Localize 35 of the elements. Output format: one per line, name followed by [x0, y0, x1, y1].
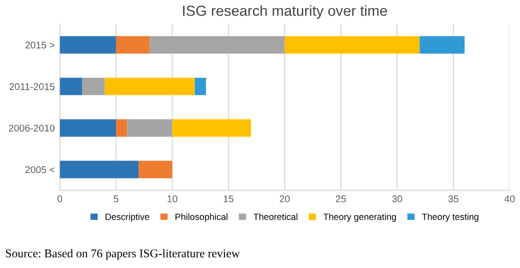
- bar: [172, 119, 251, 137]
- y-tick-label: 2011-2015: [10, 83, 55, 90]
- x-tick-label: 5: [114, 196, 118, 202]
- bar: [116, 119, 128, 137]
- x-tick-label: 0: [57, 195, 62, 202]
- bar: [104, 78, 195, 96]
- y-tick-label: 2006-2010: [8, 124, 55, 132]
- bar: [60, 160, 139, 178]
- y-tick-label: 2015 >: [25, 42, 54, 49]
- bar: [420, 36, 465, 54]
- x-tick-label: 15: [224, 196, 234, 202]
- bar: [60, 78, 82, 96]
- legend-label: Theory testing: [422, 213, 478, 222]
- x-tick-label: 10: [168, 195, 178, 202]
- x-tick-label: 40: [504, 195, 515, 202]
- x-tick-label: 35: [448, 195, 458, 202]
- bar: [116, 36, 150, 54]
- chart-title: ISG research maturity over time: [183, 5, 387, 19]
- x-tick-label: 20: [280, 195, 290, 202]
- bar: [138, 160, 172, 178]
- legend-label: Descriptive: [106, 213, 150, 222]
- legend-label: Theoretical: [253, 213, 298, 220]
- bar: [150, 36, 285, 54]
- bar: [194, 78, 206, 96]
- bar: [284, 36, 420, 54]
- x-tick-label: 25: [336, 195, 346, 202]
- bar: [82, 78, 105, 96]
- source-note: Source: Based on 76 papers ISG-literature review: [6, 249, 240, 260]
- legend-label: Theory generating: [323, 213, 396, 222]
- bar: [127, 119, 172, 137]
- x-tick-label: 30: [392, 195, 402, 202]
- y-tick-label: 2005 <: [25, 166, 54, 174]
- legend-label: Philosophical: [176, 213, 228, 222]
- bar: [60, 119, 116, 137]
- bar: [60, 36, 116, 54]
